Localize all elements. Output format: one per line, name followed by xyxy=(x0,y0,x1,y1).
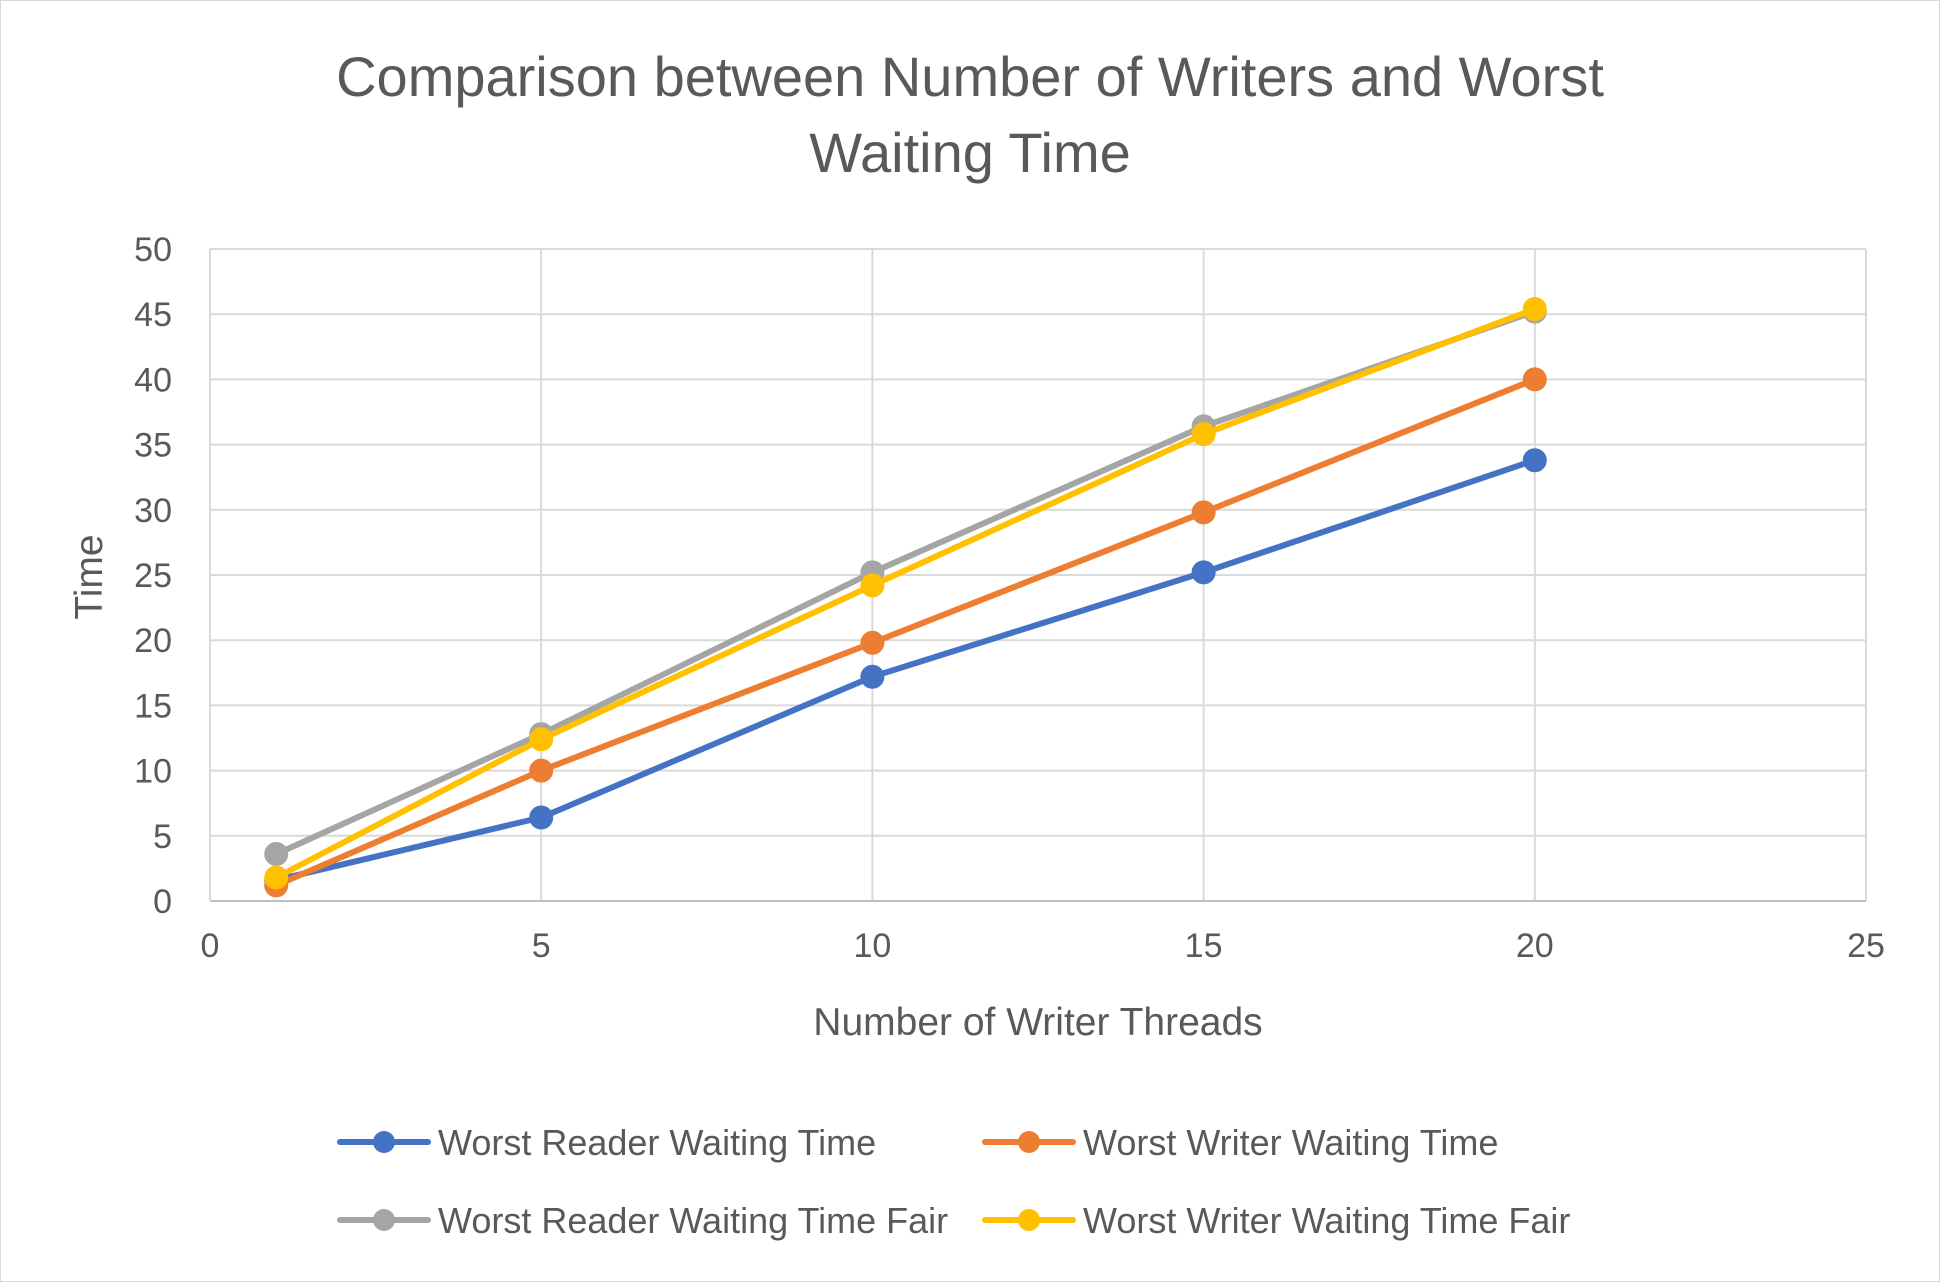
data-point xyxy=(1191,560,1216,585)
legend-item: Worst Reader Waiting Time Fair xyxy=(337,1200,948,1241)
legend-label: Worst Writer Waiting Time xyxy=(1083,1122,1498,1163)
y-axis-title: Time xyxy=(68,534,111,619)
x-axis-title: Number of Writer Threads xyxy=(813,1001,1262,1044)
series-4 xyxy=(264,296,1547,890)
y-tick-label: 15 xyxy=(134,687,172,725)
data-point xyxy=(1522,296,1547,321)
chart-title-line-1: Comparison between Number of Writers and… xyxy=(336,45,1604,108)
series-line xyxy=(273,457,1538,884)
legend-swatch-marker xyxy=(1018,1209,1040,1231)
y-tick-label: 30 xyxy=(134,492,172,530)
y-tick-label: 0 xyxy=(153,883,172,921)
data-point xyxy=(860,664,885,689)
x-tick-label: 15 xyxy=(1185,927,1223,965)
y-tick-label: 10 xyxy=(134,753,172,791)
legend-item: Worst Reader Waiting Time xyxy=(337,1122,876,1163)
legend-item: Worst Writer Waiting Time Fair xyxy=(982,1200,1570,1241)
y-tick-label: 35 xyxy=(134,427,172,465)
legend-swatch-marker xyxy=(373,1131,395,1153)
data-point xyxy=(264,865,289,890)
series-2 xyxy=(264,367,1547,898)
data-point xyxy=(860,630,885,655)
y-tick-label: 25 xyxy=(134,557,172,595)
series-line xyxy=(273,308,1538,858)
axes xyxy=(209,249,1866,902)
y-tick-label: 20 xyxy=(134,622,172,660)
data-point xyxy=(264,842,289,867)
legend-swatch-marker xyxy=(1018,1131,1040,1153)
y-tick-label: 50 xyxy=(134,231,172,269)
x-tick-label: 20 xyxy=(1516,927,1554,965)
legend-label: Worst Reader Waiting Time xyxy=(438,1122,876,1163)
series-line xyxy=(273,306,1538,881)
tick-labels: 0 5 10 15 20 25 30 35 40 45 50 0 5 10 15 20 25 xyxy=(134,231,1885,965)
x-tick-label: 25 xyxy=(1847,927,1885,965)
legend: Worst Reader Waiting Time Worst Writer Wa… xyxy=(337,1122,1570,1241)
x-tick-label: 0 xyxy=(201,927,220,965)
data-point xyxy=(529,758,554,783)
data-point xyxy=(1191,500,1216,525)
x-tick-label: 5 xyxy=(532,927,551,965)
data-point xyxy=(860,573,885,598)
legend-label: Worst Writer Waiting Time Fair xyxy=(1083,1200,1570,1241)
data-point xyxy=(1522,448,1547,473)
y-tick-label: 45 xyxy=(134,296,172,334)
data-point xyxy=(529,727,554,752)
series-line xyxy=(273,376,1538,889)
y-tick-label: 5 xyxy=(153,818,172,856)
x-tick-label: 10 xyxy=(853,927,891,965)
series-layer xyxy=(264,296,1547,898)
series-1 xyxy=(264,448,1547,893)
chart-title-line-2: Waiting Time xyxy=(809,121,1131,184)
legend-swatch-marker xyxy=(373,1209,395,1231)
legend-label: Worst Reader Waiting Time Fair xyxy=(438,1200,948,1241)
data-point xyxy=(1522,367,1547,392)
y-tick-label: 40 xyxy=(134,361,172,399)
legend-item: Worst Writer Waiting Time xyxy=(982,1122,1498,1163)
data-point xyxy=(529,805,554,830)
data-point xyxy=(1191,422,1216,447)
